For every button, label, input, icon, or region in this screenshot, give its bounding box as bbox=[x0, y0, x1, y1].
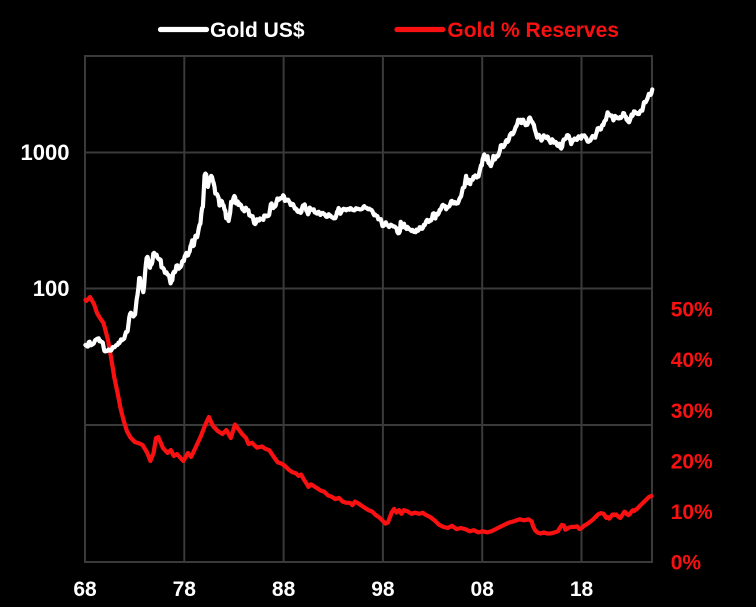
svg-text:50%: 50% bbox=[671, 299, 713, 322]
svg-text:68: 68 bbox=[73, 578, 97, 601]
svg-text:Gold US$: Gold US$ bbox=[210, 19, 305, 42]
svg-text:98: 98 bbox=[371, 578, 395, 601]
svg-text:08: 08 bbox=[471, 578, 495, 601]
svg-text:100: 100 bbox=[33, 276, 70, 301]
svg-text:30%: 30% bbox=[671, 400, 713, 423]
svg-text:40%: 40% bbox=[671, 349, 713, 372]
svg-text:18: 18 bbox=[570, 578, 594, 601]
svg-text:1000: 1000 bbox=[21, 140, 70, 165]
svg-text:78: 78 bbox=[173, 578, 197, 601]
svg-text:10%: 10% bbox=[671, 501, 713, 524]
svg-text:20%: 20% bbox=[671, 450, 713, 473]
svg-text:0%: 0% bbox=[671, 552, 702, 575]
svg-text:88: 88 bbox=[272, 578, 296, 601]
svg-text:Gold % Reserves: Gold % Reserves bbox=[447, 19, 619, 42]
